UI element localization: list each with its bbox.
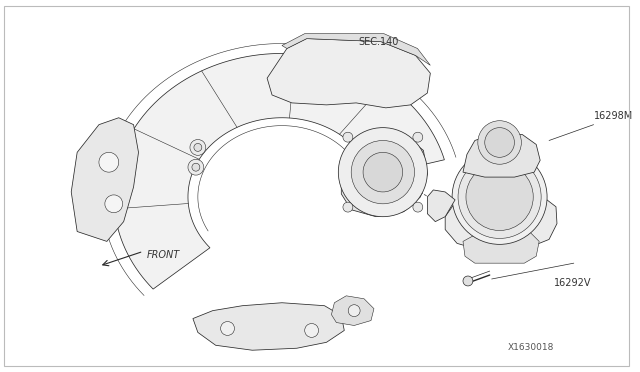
Circle shape — [190, 140, 206, 155]
Circle shape — [305, 324, 319, 337]
Polygon shape — [193, 303, 344, 350]
Circle shape — [452, 150, 547, 244]
Circle shape — [413, 202, 423, 212]
Circle shape — [339, 128, 428, 217]
Circle shape — [221, 321, 234, 336]
Polygon shape — [341, 132, 428, 217]
Polygon shape — [282, 33, 430, 65]
Circle shape — [484, 128, 515, 157]
Circle shape — [192, 163, 200, 171]
Circle shape — [458, 155, 541, 238]
Polygon shape — [463, 230, 539, 263]
Text: FRONT: FRONT — [147, 250, 180, 260]
Circle shape — [188, 159, 204, 175]
Circle shape — [99, 153, 118, 172]
Circle shape — [478, 121, 522, 164]
Text: SEC.140: SEC.140 — [358, 38, 399, 48]
Polygon shape — [267, 39, 430, 108]
Text: X1630018: X1630018 — [508, 343, 554, 352]
Circle shape — [463, 276, 473, 286]
Circle shape — [351, 141, 415, 204]
Circle shape — [194, 144, 202, 151]
Polygon shape — [332, 296, 374, 326]
Circle shape — [363, 153, 403, 192]
Polygon shape — [428, 190, 455, 222]
Polygon shape — [463, 132, 540, 177]
Circle shape — [348, 305, 360, 317]
Circle shape — [466, 163, 533, 231]
Polygon shape — [445, 192, 557, 251]
Circle shape — [343, 132, 353, 142]
Text: 16292V: 16292V — [554, 278, 591, 288]
Circle shape — [343, 202, 353, 212]
Polygon shape — [71, 118, 138, 241]
Circle shape — [413, 132, 423, 142]
Polygon shape — [114, 54, 444, 289]
Text: 16298M: 16298M — [593, 111, 633, 121]
Circle shape — [105, 195, 123, 213]
